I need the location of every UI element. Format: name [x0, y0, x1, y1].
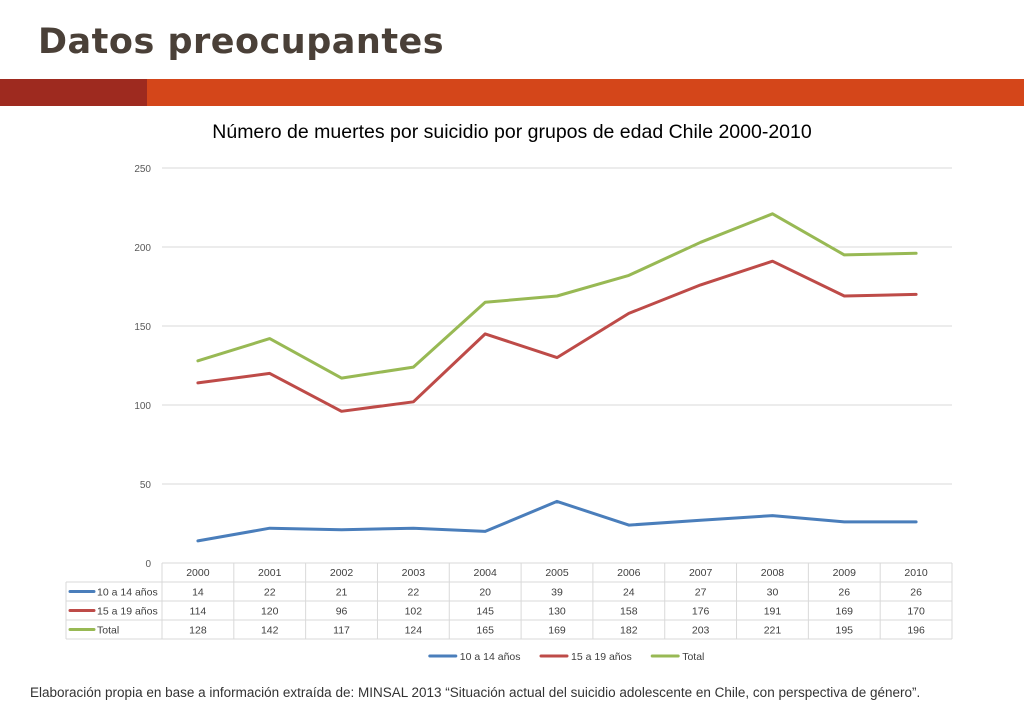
y-tick-label: 50: [140, 480, 152, 491]
table-cell-value: 142: [261, 625, 279, 637]
table-cell-value: 182: [620, 625, 638, 637]
legend-label: 15 a 19 años: [571, 651, 632, 663]
table-cell-value: 96: [336, 606, 348, 618]
table-header-year: 2009: [833, 567, 857, 579]
legend-label: 10 a 14 años: [460, 651, 521, 663]
table-header-year: 2005: [545, 567, 569, 579]
table-header-year: 2002: [330, 567, 354, 579]
table-cell-value: 20: [479, 587, 491, 599]
accent-band-dark: [0, 79, 147, 106]
table-cell-value: 21: [336, 587, 348, 599]
chart-title: Número de muertes por suicidio por grupo…: [212, 121, 812, 143]
table-cell-value: 196: [907, 625, 925, 637]
series-line: [196, 499, 918, 543]
accent-band-orange: [147, 79, 1024, 106]
table-header-year: 2008: [761, 567, 785, 579]
table-cell-value: 120: [261, 606, 279, 618]
table-cell-value: 39: [551, 587, 563, 599]
table-cell-value: 165: [476, 625, 494, 637]
table-cell-value: 145: [476, 606, 494, 618]
table-cell-value: 169: [836, 606, 854, 618]
table-cell-value: 14: [192, 587, 204, 599]
y-tick-label: 100: [134, 401, 151, 412]
table-cell-value: 117: [333, 625, 350, 637]
series-line: [196, 212, 918, 380]
y-tick-label: 0: [145, 559, 151, 570]
table-header-year: 2010: [904, 567, 928, 579]
table-header-year: 2004: [474, 567, 498, 579]
table-header-year: 2006: [617, 567, 641, 579]
table-row-label: 15 a 19 años: [97, 606, 158, 618]
table-cell-value: 170: [907, 606, 925, 618]
table-cell-value: 24: [623, 587, 635, 599]
legend-label: Total: [682, 651, 704, 663]
table-cell-value: 169: [548, 625, 566, 637]
table-cell-value: 195: [836, 625, 854, 637]
series-line: [196, 259, 918, 413]
table-cell-value: 203: [692, 625, 710, 637]
table-header-year: 2001: [258, 567, 282, 579]
y-tick-label: 250: [134, 164, 151, 175]
table-cell-value: 130: [548, 606, 566, 618]
table-cell-value: 158: [620, 606, 638, 618]
table-header-year: 2007: [689, 567, 713, 579]
table-cell-value: 30: [767, 587, 779, 599]
y-tick-label: 200: [134, 243, 151, 254]
table-cell-value: 26: [910, 587, 922, 599]
slide-title: Datos preocupantes: [38, 22, 445, 62]
table-cell-value: 22: [264, 587, 276, 599]
table-cell-value: 176: [692, 606, 710, 618]
table-row-label: Total: [97, 625, 119, 637]
source-note: Elaboración propia en base a información…: [30, 685, 921, 700]
table-cell-value: 128: [189, 625, 207, 637]
table-cell-value: 221: [764, 625, 782, 637]
table-cell-value: 114: [190, 606, 207, 618]
table-cell-value: 191: [764, 606, 782, 618]
table-cell-value: 22: [408, 587, 420, 599]
table-cell-value: 102: [405, 606, 423, 618]
table-header-year: 2003: [402, 567, 426, 579]
table-cell-value: 124: [405, 625, 423, 637]
table-cell-value: 27: [695, 587, 707, 599]
y-tick-label: 150: [134, 322, 151, 333]
table-cell-value: 26: [838, 587, 850, 599]
table-row-label: 10 a 14 años: [97, 587, 158, 599]
table-header-year: 2000: [186, 567, 210, 579]
